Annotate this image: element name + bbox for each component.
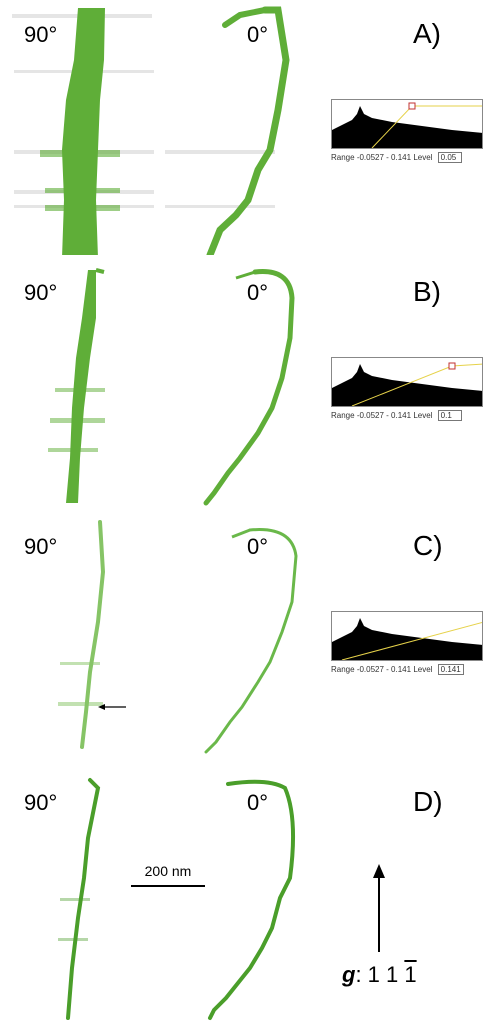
- angle-label-90: 90°: [24, 22, 58, 47]
- scale-bar-label: 200 nm: [144, 863, 192, 879]
- range-value: -0.0527 - 0.141: [356, 153, 412, 162]
- histogram-plot: [331, 611, 483, 661]
- panel-label: D): [413, 786, 443, 817]
- scale-bar: 200 nm: [131, 863, 205, 887]
- histogram-controls: Range -0.0527 - 0.141 Level 0.141: [331, 664, 464, 675]
- histogram-widget: Range -0.0527 - 0.141 Level 0.1: [331, 357, 483, 421]
- angle-label-0: 0°: [247, 280, 269, 305]
- panel-c: 90° 0° C) Range -0.0527 - 0.141 Level 0.…: [0, 512, 483, 767]
- histogram-plot: [331, 357, 483, 407]
- range-value: -0.0527 - 0.141: [356, 665, 412, 674]
- histogram-controls: Range -0.0527 - 0.141 Level 0.05: [331, 152, 462, 163]
- g-indices: : 1 1: [355, 962, 405, 987]
- histogram-widget: Range -0.0527 - 0.141 Level 0.05: [331, 99, 483, 163]
- angle-label-90: 90°: [24, 790, 58, 815]
- panel-d: 90° 0° D) 200 nm g: 1 1 1: [0, 768, 483, 1023]
- angle-label-90: 90°: [24, 534, 58, 559]
- histogram-widget: Range -0.0527 - 0.141 Level 0.141: [331, 611, 483, 675]
- level-label: Level: [413, 411, 433, 420]
- dislocation-images-d: [58, 778, 296, 1020]
- scale-bar-line: [131, 885, 205, 887]
- level-input[interactable]: 0.1: [437, 410, 462, 421]
- histogram-controls: Range -0.0527 - 0.141 Level 0.1: [331, 410, 462, 421]
- angle-label-90: 90°: [24, 280, 58, 305]
- dislocation-images-b: [48, 268, 295, 506]
- g-vector-arrow: [373, 864, 385, 952]
- angle-label-0: 0°: [247, 790, 269, 815]
- range-label: Range: [331, 411, 355, 420]
- dislocation-images-c: [58, 520, 298, 754]
- dislocation-images-a: [12, 6, 290, 255]
- level-label: Level: [413, 665, 433, 674]
- panel-b: 90° 0° B) Range -0.0527 - 0.141 Level 0.…: [0, 258, 483, 513]
- arrow-marker: [98, 704, 126, 710]
- range-label: Range: [331, 153, 355, 162]
- panel-a: 90° 0° A) Range -0.0527 - 0.141 Level 0.…: [0, 0, 483, 255]
- range-label: Range: [331, 665, 355, 674]
- g-index-bar: 1: [404, 962, 417, 987]
- level-input[interactable]: 0.141: [437, 664, 464, 675]
- level-label: Level: [413, 153, 433, 162]
- angle-label-0: 0°: [247, 22, 269, 47]
- histogram-plot: [331, 99, 483, 149]
- angle-label-0: 0°: [247, 534, 269, 559]
- panel-label: B): [413, 276, 441, 307]
- panel-label: A): [413, 18, 441, 49]
- range-value: -0.0527 - 0.141: [356, 411, 412, 420]
- panel-label: C): [413, 530, 443, 561]
- g-symbol: g: [342, 962, 356, 987]
- level-input[interactable]: 0.05: [437, 152, 462, 163]
- g-vector-label: g: 1 1 1: [342, 962, 417, 988]
